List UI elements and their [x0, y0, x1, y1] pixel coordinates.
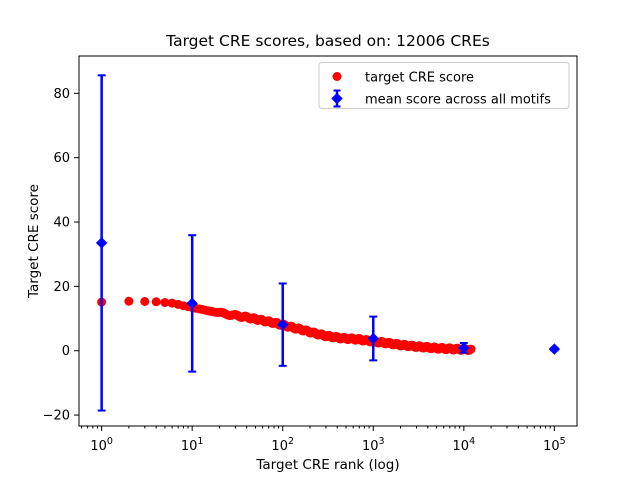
mean-score-diamond — [186, 297, 198, 310]
errorbar-point — [277, 282, 289, 367]
y-tick-label: 0 — [62, 344, 70, 359]
legend-entry: mean score across all motifs — [331, 89, 551, 108]
y-axis-label: Target CRE score — [26, 184, 42, 299]
x-tick-label: 101 — [181, 436, 204, 454]
legend-circle-marker — [332, 72, 342, 81]
x-tick-label: 104 — [453, 436, 476, 454]
x-axis-tick-labels: 100 101 102 103 104 105 — [90, 436, 565, 454]
legend-entry-label: mean score across all motifs — [365, 93, 551, 108]
errorbar-point — [548, 343, 561, 355]
legend-entry-label: target CRE score — [365, 71, 474, 86]
mean-score-diamond — [277, 318, 289, 331]
x-tick-label: 103 — [362, 436, 385, 454]
y-axis-ticks — [74, 92, 79, 416]
mean-score-diamond — [95, 237, 108, 249]
y-tick-label: 80 — [53, 87, 70, 102]
errorbar-point — [95, 74, 108, 412]
y-tick-label: 20 — [53, 280, 70, 295]
chart-title: Target CRE scores, based on: 12006 CREs — [165, 32, 490, 50]
y-axis-tick-labels: −20 0 20 40 60 80 — [43, 87, 70, 424]
mean-score-diamond — [548, 343, 561, 355]
data-point-target-score — [160, 298, 170, 307]
data-point-target-score — [466, 344, 476, 354]
legend: target CRE score mean score across all mo… — [318, 62, 570, 109]
axes-frame — [78, 55, 578, 427]
x-tick-label: 102 — [271, 436, 294, 454]
errorbar-point — [458, 341, 470, 354]
x-tick-label: 100 — [90, 436, 113, 454]
legend-entry: target CRE score — [332, 71, 474, 86]
data-point-target-score — [124, 296, 134, 306]
y-tick-label: −20 — [43, 409, 70, 424]
series-mean-score — [95, 74, 561, 412]
mean-score-diamond — [367, 332, 379, 345]
errorbar-point — [186, 234, 198, 373]
legend-box — [318, 62, 570, 109]
legend-diamond-marker — [331, 92, 343, 105]
data-point-target-score — [140, 297, 150, 306]
errorbar-point — [367, 315, 379, 362]
y-tick-label: 40 — [53, 216, 70, 231]
mean-score-diamond — [458, 342, 470, 354]
x-tick-label: 105 — [543, 436, 566, 454]
data-point-target-score — [151, 297, 161, 307]
x-axis-ticks — [81, 426, 555, 431]
y-tick-label: 60 — [53, 151, 70, 166]
x-axis-label: Target CRE rank (log) — [255, 457, 399, 473]
